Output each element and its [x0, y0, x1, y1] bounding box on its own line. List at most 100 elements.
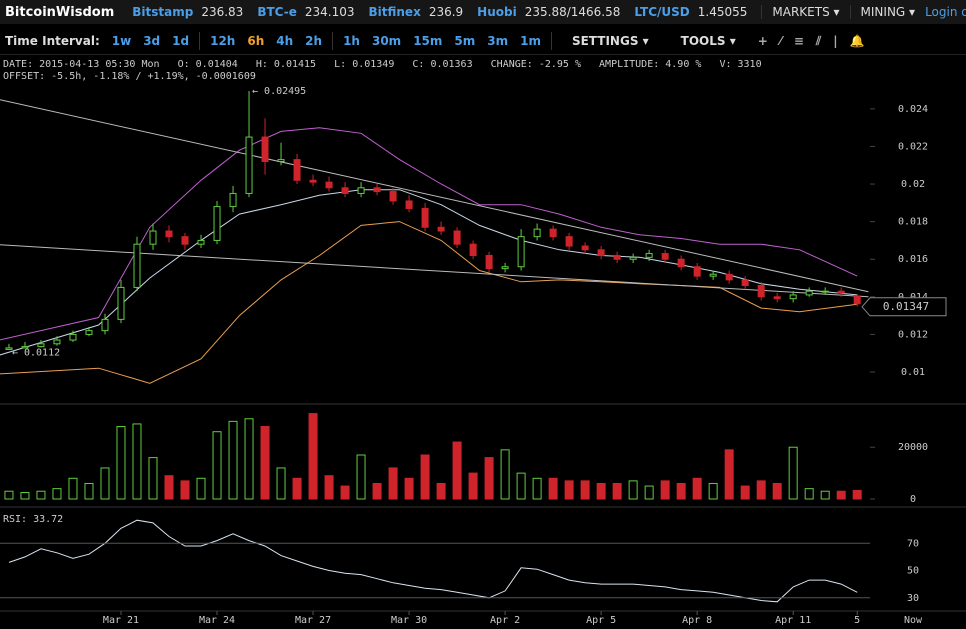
exchange-name[interactable]: Bitfinex	[368, 5, 421, 19]
bollinger-band	[0, 221, 858, 384]
volume-bar	[132, 423, 142, 500]
exchange-price: 234.103	[304, 5, 355, 19]
interval-button[interactable]: 3m	[487, 34, 509, 48]
volume-bar	[612, 482, 622, 500]
y-tick-label: 0.02	[901, 179, 925, 190]
y-tick-label: 0.024	[898, 104, 928, 115]
tool-icon[interactable]: ⫽	[815, 33, 822, 48]
now-label: Now	[904, 615, 923, 626]
candle-body	[101, 318, 109, 332]
volume-bar	[340, 485, 350, 500]
candle-body	[293, 159, 301, 181]
exchange-price: 1.45055	[697, 5, 748, 19]
interval-button[interactable]: 30m	[371, 34, 402, 48]
volume-bar	[468, 472, 478, 500]
tool-icon[interactable]: +	[757, 34, 768, 48]
volume-bar	[692, 477, 702, 500]
interval-button[interactable]: 5m	[454, 34, 476, 48]
y-tick-label: 0.022	[898, 141, 928, 152]
menu[interactable]: SETTINGS ▾	[571, 34, 649, 48]
interval-button[interactable]: 2h	[305, 34, 323, 48]
volume-bar	[708, 482, 718, 500]
interval-button[interactable]: 1m	[520, 34, 541, 48]
volume-bar	[500, 449, 510, 500]
volume-bar	[196, 477, 206, 500]
x-tick-label: Apr 8	[682, 615, 712, 626]
x-tick-label: 5	[854, 615, 860, 626]
volume-bar	[660, 480, 670, 500]
menu[interactable]: MARKETS ▾	[761, 5, 849, 19]
candle-body	[709, 273, 717, 277]
separator	[550, 32, 552, 50]
trend-line	[0, 99, 869, 293]
candle-body	[165, 230, 173, 238]
volume-bar	[852, 489, 862, 500]
candle-body	[805, 290, 813, 296]
volume-bar	[100, 467, 110, 500]
volume-bar	[548, 477, 558, 500]
interval-button[interactable]: 12h	[210, 34, 236, 48]
exchange-name[interactable]: Huobi	[477, 5, 517, 19]
tool-icon[interactable]: ⁄	[779, 34, 782, 48]
candle-body	[277, 159, 285, 162]
interval-button[interactable]: 1h	[343, 34, 360, 48]
candle-body	[69, 333, 77, 341]
interval-button[interactable]: 1d	[172, 34, 190, 48]
y-tick-label: 0.012	[898, 329, 928, 340]
volume-bar	[260, 426, 270, 500]
volume-bar	[516, 472, 526, 500]
menu[interactable]: TOOLS ▾	[680, 34, 736, 48]
exchange-name[interactable]: BTC-e	[257, 5, 297, 19]
toolbar-label: Time Interval:	[5, 34, 100, 48]
volume-bar	[404, 477, 414, 500]
tool-icon[interactable]: ≡	[793, 34, 804, 48]
volume-bar	[740, 485, 750, 500]
x-tick-label: Mar 24	[199, 615, 235, 626]
exchange-price: 236.83	[201, 5, 244, 19]
bollinger-band	[0, 189, 858, 356]
trend-line	[0, 244, 869, 298]
volume-bar	[4, 490, 14, 500]
interval-button[interactable]: 1w	[111, 34, 132, 48]
x-tick-label: Apr 5	[586, 615, 616, 626]
volume-bar	[68, 477, 78, 500]
candle-body	[821, 290, 829, 293]
candle-body	[37, 343, 45, 348]
candle-body	[341, 187, 349, 194]
interval-button[interactable]: 3d	[143, 34, 161, 48]
low-annotation: ← 0.0112	[12, 347, 60, 358]
interval-button[interactable]: 15m	[413, 34, 443, 48]
volume-bar	[36, 490, 46, 500]
interval-button[interactable]: 4h	[276, 34, 294, 48]
login-link[interactable]: Login or Re	[925, 5, 966, 19]
y-tick-label: 0.016	[898, 254, 928, 265]
volume-bar	[820, 490, 830, 500]
tool-icon[interactable]: 🔔	[849, 34, 865, 48]
exchange-name[interactable]: Bitstamp	[132, 5, 194, 19]
volume-bar	[484, 457, 494, 500]
candle-body	[85, 330, 93, 335]
interval-button[interactable]: 6h	[247, 34, 265, 48]
x-tick-label: Mar 27	[295, 615, 331, 626]
info-line: OFFSET: -5.5h, -1.18% / +1.19%, -0.00016…	[3, 71, 256, 82]
volume-bar	[836, 490, 846, 500]
volume-bar	[436, 482, 446, 500]
candle-body	[517, 236, 525, 268]
logo[interactable]: BitcoinWisdom	[5, 4, 115, 20]
volume-bar	[116, 426, 126, 500]
y-tick-label: 50	[907, 566, 919, 577]
x-tick-label: Apr 2	[490, 615, 520, 626]
volume-bar	[52, 488, 62, 500]
candle-body	[5, 347, 13, 350]
candle-body	[21, 346, 29, 349]
menu[interactable]: MINING ▾	[849, 5, 926, 19]
volume-bar	[596, 482, 606, 500]
exchange-name[interactable]: LTC/USD	[634, 5, 690, 19]
high-annotation: ← 0.02495	[252, 86, 306, 97]
candle-body	[645, 253, 653, 258]
tool-icon[interactable]: |	[833, 34, 838, 48]
candle-body	[853, 295, 861, 305]
candle-body	[613, 254, 621, 260]
volume-bar	[84, 482, 94, 500]
